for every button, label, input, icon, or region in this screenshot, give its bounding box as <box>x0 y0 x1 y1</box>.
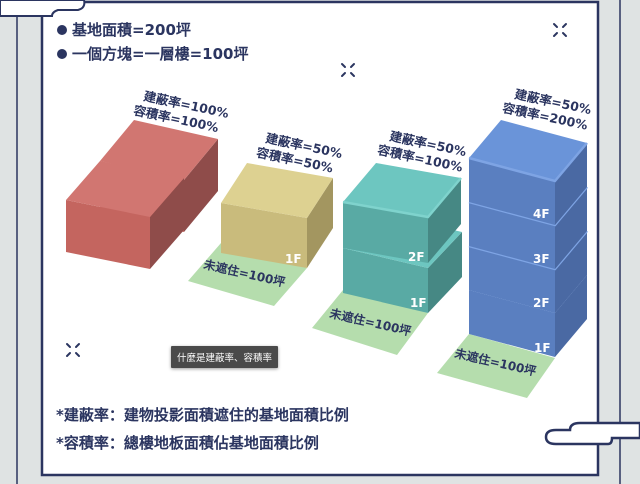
sparkle-icon <box>553 23 567 37</box>
bullet-icon <box>57 25 67 35</box>
sparkle-icon <box>341 63 355 77</box>
blue-floor-2f: 2F <box>533 296 550 310</box>
cube-front-face <box>469 246 555 313</box>
note-coverage-ratio: *建蔽率：建物投影面積遮住的基地面積比例 <box>56 406 349 424</box>
cube-side-face <box>555 231 587 313</box>
yellow-uncovered-pad <box>188 243 307 306</box>
cube-side-face <box>428 232 462 313</box>
blue-uncovered-pad <box>437 334 555 398</box>
cube-front-face <box>469 158 555 225</box>
cube-side-face <box>150 178 184 269</box>
yellow-floor-1f: 1F <box>285 252 302 266</box>
cloud-bottom-right <box>544 421 640 446</box>
tooltip: 什麼是建蔽率、容積率 <box>171 346 279 368</box>
cube-top-face <box>66 161 184 217</box>
header-bullet-2: 一個方塊=一層樓=100坪 <box>72 45 248 63</box>
cube-side-face <box>307 178 333 268</box>
bullet-icon <box>57 49 67 59</box>
cube-front-face <box>66 200 150 269</box>
cube-top-face <box>100 120 218 180</box>
floor-separator <box>468 142 588 183</box>
floor-separator <box>342 177 462 219</box>
yellow-block-1f <box>221 163 333 268</box>
red-block-front <box>66 161 184 269</box>
teal-uncovered-pad <box>312 290 428 355</box>
teal-floor-1f: 1F <box>410 296 427 310</box>
cube-side-face <box>428 178 461 263</box>
teal-block-2f <box>342 163 462 263</box>
cube-top-face <box>343 163 461 217</box>
blue-floor-3f: 3F <box>533 252 550 266</box>
blue-floor-1f: 1F <box>534 341 551 355</box>
cube-top-face <box>221 163 333 218</box>
cube-front-face <box>343 248 428 313</box>
cube-side-face <box>184 139 218 232</box>
teal-floor-2f: 2F <box>408 250 425 264</box>
cube-front-face <box>343 202 428 263</box>
header-bullet-1: 基地面積=200坪 <box>71 21 191 39</box>
blue-block-4f <box>468 120 588 225</box>
cloud-top-left <box>0 0 86 17</box>
blue-floor-4f: 4F <box>533 207 550 221</box>
cube-front-face <box>469 290 555 357</box>
cube-side-face <box>555 187 587 269</box>
cube-side-face <box>555 275 587 357</box>
sparkle-icon <box>66 343 80 357</box>
cube-side-face <box>555 143 587 225</box>
cube-front-face <box>221 203 307 268</box>
note-floor-area-ratio: *容積率：總樓地板面積佔基地面積比例 <box>56 434 319 452</box>
cube-front-face <box>469 202 555 269</box>
